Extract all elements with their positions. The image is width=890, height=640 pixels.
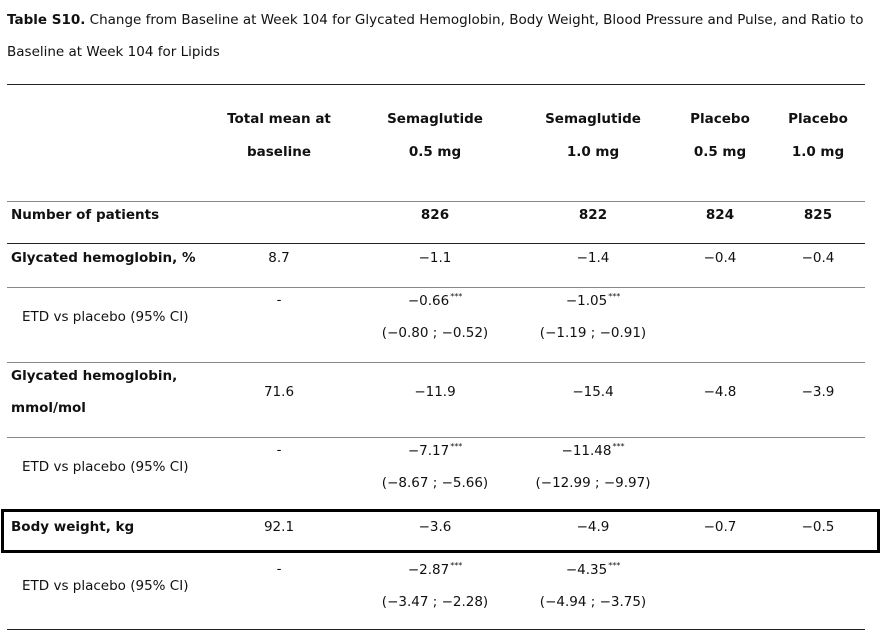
cell-sema10: −15.4 [572,384,614,400]
col-header-plac10-2: 1.0 mg [791,144,845,160]
cell-sema10: −4.35*** [566,561,620,578]
cell-sema05-ci: (−3.47 ; −2.28) [381,594,489,610]
table-label: Table S10. [7,12,86,28]
significance-marker: *** [450,561,463,570]
row-rule [7,243,865,244]
cell-baseline: - [276,442,282,458]
cell-plac05: −0.7 [703,519,737,535]
cell-plac10: −0.4 [801,250,835,266]
highlight-box [1,509,880,553]
cell-sema10: −1.4 [576,250,610,266]
cell-baseline: 71.6 [263,384,295,400]
cell-plac05: −4.8 [703,384,737,400]
cell-plac10: 825 [803,207,833,223]
row-label: Body weight, kg [11,519,135,535]
cell-sema10: −1.05*** [566,292,620,309]
row-label: ETD vs placebo (95% CI) [22,578,189,594]
cell-baseline: - [276,561,282,577]
row-label: ETD vs placebo (95% CI) [22,309,189,325]
row-label: Number of patients [11,207,160,223]
etd-value: −4.35 [565,562,608,578]
etd-value: −2.87 [407,562,450,578]
col-header-plac10-1: Placebo [788,111,848,127]
cell-sema05: −0.66*** [408,292,462,309]
significance-marker: *** [612,442,625,451]
row-rule [7,362,865,363]
cell-baseline: - [276,292,282,308]
header-rule [7,201,865,202]
cell-sema05: −1.1 [418,250,452,266]
significance-marker: *** [608,561,621,570]
cell-sema05-ci: (−8.67 ; −5.66) [381,475,489,491]
cell-plac10: −0.5 [801,519,835,535]
col-header-plac05-1: Placebo [690,111,750,127]
bottom-rule [7,629,865,630]
etd-value: −7.17 [407,443,450,459]
col-header-sema10-1: Semaglutide [545,111,641,127]
col-header-plac05-2: 0.5 mg [693,144,747,160]
cell-sema10-ci: (−1.19 ; −0.91) [539,325,647,341]
caption-text: Change from Baseline at Week 104 for Gly… [7,12,864,60]
cell-sema05: 826 [420,207,450,223]
cell-sema05: −2.87*** [408,561,462,578]
row-label-line1: Glycated hemoglobin, [11,368,178,384]
cell-sema10: 822 [578,207,608,223]
col-header-sema10-2: 1.0 mg [566,144,620,160]
cell-sema10-ci: (−12.99 ; −9.97) [535,475,651,491]
col-header-sema05-1: Semaglutide [387,111,483,127]
cell-sema05: −3.6 [418,519,452,535]
cell-baseline: 8.7 [268,250,290,266]
cell-plac05: 824 [705,207,735,223]
col-header-sema05-2: 0.5 mg [408,144,462,160]
row-label: ETD vs placebo (95% CI) [22,459,189,475]
significance-marker: *** [450,292,463,301]
top-rule [7,84,865,85]
cell-sema05: −7.17*** [408,442,462,459]
col-header-baseline-2: baseline [247,144,311,160]
row-rule [7,437,865,438]
cell-plac10: −3.9 [801,384,835,400]
cell-sema05-ci: (−0.80 ; −0.52) [381,325,489,341]
table-caption: Table S10. Change from Baseline at Week … [7,4,882,68]
etd-value: −0.66 [407,293,450,309]
etd-value: −11.48 [561,443,612,459]
cell-sema10: −4.9 [576,519,610,535]
cell-sema10: −11.48*** [562,442,625,459]
cell-plac05: −0.4 [703,250,737,266]
row-label: Glycated hemoglobin, % [11,250,196,266]
significance-marker: *** [608,292,621,301]
row-label-line2: mmol/mol [11,400,86,416]
row-rule [7,287,865,288]
significance-marker: *** [450,442,463,451]
etd-value: −1.05 [565,293,608,309]
col-header-baseline-1: Total mean at [227,111,331,127]
cell-sema10-ci: (−4.94 ; −3.75) [539,594,647,610]
cell-sema05: −11.9 [414,384,456,400]
cell-baseline: 92.1 [263,519,295,535]
